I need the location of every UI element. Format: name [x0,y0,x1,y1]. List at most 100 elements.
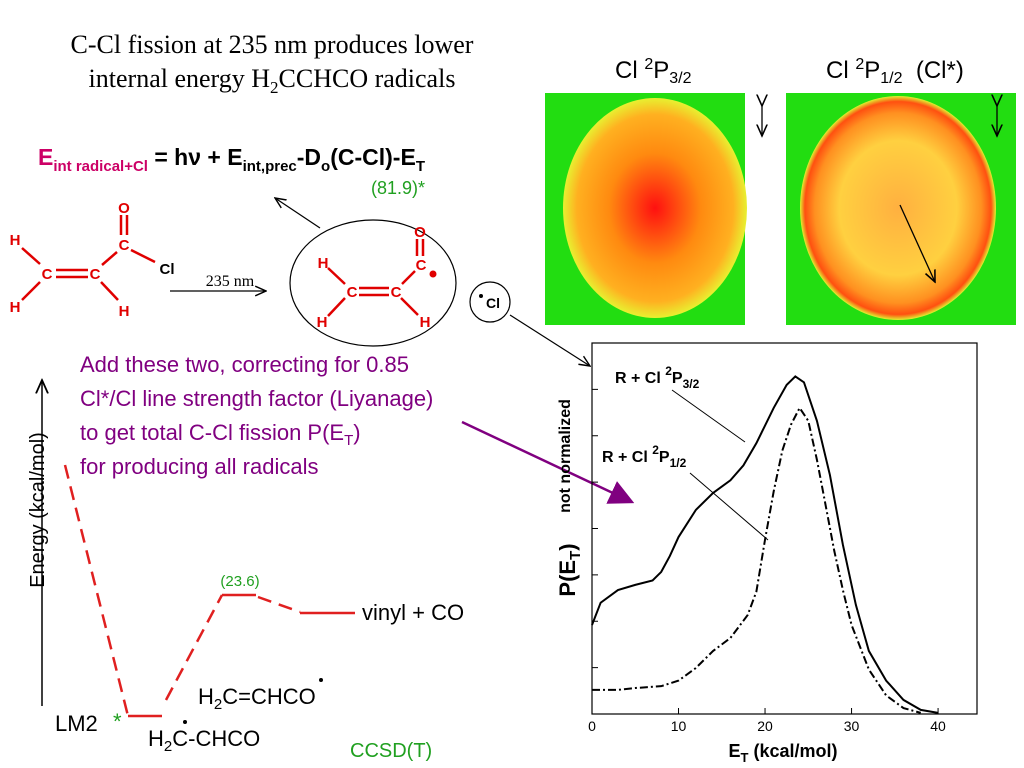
atom: H [420,314,431,331]
eq-part: = hν + E [148,144,243,170]
pointer-arrow [509,314,590,366]
label-sup: 2 [855,56,864,73]
atom: H [10,299,21,316]
label-sup: 2 [665,364,672,378]
series-label: R + Cl 2P1/2 [602,443,687,470]
label-part: P [864,57,880,84]
atom: H [10,232,21,249]
note-line: to get total C-Cl fission P(ET) [80,420,361,449]
radical-dot [429,270,437,278]
eq-part: -D [297,144,321,170]
label-sub: 3/2 [683,377,700,391]
label-part: P(E [555,560,580,597]
radical-atoms: H C C C O H H [317,224,431,331]
radical-dot [319,678,323,682]
radical-ellipse [289,219,457,347]
species-label: H2C=CHCO [198,684,316,713]
eq-part: E [38,144,53,170]
barrier-label: (23.6) [220,573,259,590]
products-label: vinyl + CO [362,600,464,625]
atom: C [119,237,130,254]
reactant-bonds [21,215,156,301]
note: Add these two, correcting for 0.85 Cl*/C… [80,352,433,479]
eq-sub: int radical+Cl [53,158,148,175]
star: * [113,709,122,734]
note-part: to get total C-Cl fission P(E [80,420,344,445]
title-part: internal energy H [89,64,271,93]
image-label: Cl 2P1/2 (Cl*) [826,56,964,87]
x-tick-label: 0 [588,718,596,734]
atom: C [416,257,427,274]
label-sub: 3/2 [669,70,691,87]
label-part: P [659,449,670,466]
leader-line [671,389,746,443]
arrow-label: 235 nm [206,273,255,290]
label-part: E [729,741,741,761]
eq-sub: T [416,158,425,175]
atom: H [318,255,329,272]
reactant-atoms: H C C C O Cl H H [10,200,175,320]
species-part: C [283,684,299,709]
cl-atom: Cl [486,295,500,311]
eq-sub: int,prec [243,158,297,175]
atom: Cl [160,261,175,278]
label-part: R + Cl [602,449,652,466]
label-part: R + Cl [615,370,665,387]
radical-bonds [327,239,425,317]
note-line: Cl*/Cl line strength factor (Liyanage) [80,386,433,411]
species-sub: 2 [214,696,222,713]
title-part: CCHCO radicals [279,64,456,93]
label-part: (Cl*) [903,57,964,84]
energy-path [63,464,355,718]
series-label: R + Cl 2P3/2 [615,364,700,391]
radical-dot [479,294,483,298]
note-arrow [461,420,635,504]
atom: O [414,224,426,241]
label-sup: 2 [652,443,659,457]
plot: ET (kcal/mol) P(ET) not normalized R + C… [555,342,978,765]
atom: H [119,303,130,320]
title-sub: 2 [270,78,279,97]
y-axis-label: P(ET) [555,543,584,596]
series-line [591,375,939,714]
eq-part: (C-Cl)-E [330,144,416,170]
label-part: P [672,370,683,387]
note-sub: T [344,432,353,449]
image-label: Cl 2P3/2 [615,56,692,87]
species-label: H2C-CHCO [148,726,260,755]
species-part: -CHCO [188,726,260,751]
label-sub: 1/2 [880,70,902,87]
atom: H [317,314,328,331]
ion-image [563,98,747,318]
atom: C [391,284,402,301]
species-part: C [172,726,188,751]
y-axis-note: not normalized [557,399,574,513]
cl-circle [469,281,511,323]
label-part: ) [555,543,580,550]
label-sub: T [741,750,749,765]
atom: C [42,266,53,283]
species-part: C=CH [222,684,283,709]
x-tick-label: 10 [671,718,687,734]
atom: C [90,266,101,283]
equation-note: (81.9)* [371,178,425,198]
title: C-Cl fission at 235 nm produces lower [71,30,474,59]
label-part: P [653,57,669,84]
atom: O [118,200,130,217]
method-label: CCSD(T) [350,740,432,762]
label-sub: T [567,551,584,560]
energy-axis-label: Energy (kcal/mol) [27,432,49,588]
label-part: Cl [826,57,855,84]
eq-sub: o [321,158,330,175]
pointer-arrow [275,198,321,229]
note-part: ) [353,420,360,445]
title: internal energy H2CCHCO radicals [89,64,456,97]
species-part: H [198,684,214,709]
note-line: Add these two, correcting for 0.85 [80,352,409,377]
species-part: O [299,684,316,709]
x-tick-label: 20 [757,718,773,734]
equation: Eint radical+Cl = hν + Eint,prec-Do(C-Cl… [38,144,425,175]
x-axis-label: ET (kcal/mol) [729,741,838,765]
velocity-arrow [899,204,935,282]
